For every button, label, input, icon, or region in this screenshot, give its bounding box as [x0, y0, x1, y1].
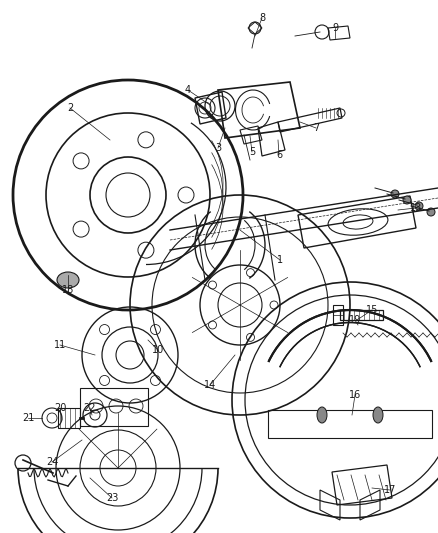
Circle shape [415, 202, 423, 210]
Text: 15: 15 [366, 305, 378, 315]
Ellipse shape [317, 407, 327, 423]
Text: 23: 23 [106, 493, 118, 503]
Text: 9: 9 [332, 23, 338, 33]
Text: 14: 14 [204, 380, 216, 390]
Ellipse shape [373, 407, 383, 423]
Text: 3: 3 [215, 143, 221, 153]
Circle shape [427, 208, 435, 216]
Text: 21: 21 [22, 413, 34, 423]
Text: 19: 19 [349, 315, 361, 325]
Text: 18: 18 [62, 285, 74, 295]
Text: 4: 4 [185, 85, 191, 95]
Text: 5: 5 [249, 147, 255, 157]
Circle shape [391, 190, 399, 198]
Text: 11: 11 [54, 340, 66, 350]
Text: 8: 8 [259, 13, 265, 23]
Text: 1: 1 [277, 255, 283, 265]
Text: 7: 7 [313, 123, 319, 133]
Text: 16: 16 [349, 390, 361, 400]
Text: 24: 24 [46, 457, 58, 467]
Text: 17: 17 [384, 485, 396, 495]
Text: 22: 22 [84, 403, 96, 413]
Text: 10: 10 [152, 345, 164, 355]
Text: 2: 2 [67, 103, 73, 113]
Text: 6: 6 [276, 150, 282, 160]
Text: 13: 13 [410, 203, 422, 213]
Text: 20: 20 [54, 403, 66, 413]
Circle shape [403, 196, 411, 204]
Ellipse shape [57, 272, 79, 288]
